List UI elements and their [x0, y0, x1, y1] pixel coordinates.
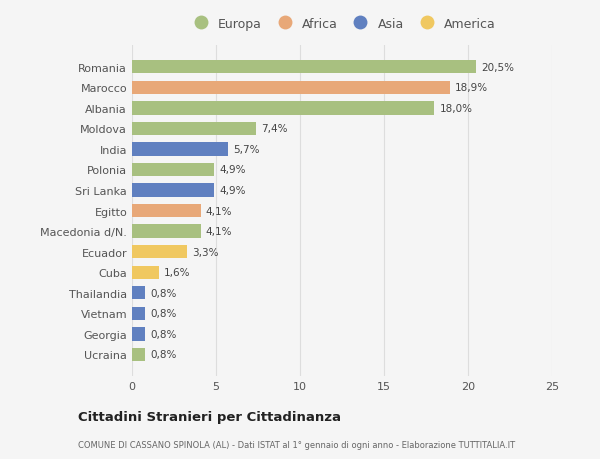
Bar [132, 184, 214, 197]
Bar [132, 163, 214, 177]
Legend: Europa, Africa, Asia, America: Europa, Africa, Asia, America [183, 12, 501, 35]
Text: Cittadini Stranieri per Cittadinanza: Cittadini Stranieri per Cittadinanza [78, 410, 341, 423]
Bar [132, 286, 145, 300]
Text: 18,9%: 18,9% [455, 83, 488, 93]
Bar [132, 102, 434, 115]
Bar [132, 246, 187, 259]
Text: 3,3%: 3,3% [193, 247, 219, 257]
Bar [132, 61, 476, 74]
Bar [132, 204, 201, 218]
Text: 0,8%: 0,8% [151, 309, 177, 319]
Text: 4,1%: 4,1% [206, 227, 232, 237]
Bar [132, 225, 201, 238]
Bar [132, 328, 145, 341]
Text: 0,8%: 0,8% [151, 329, 177, 339]
Text: 5,7%: 5,7% [233, 145, 259, 155]
Text: 0,8%: 0,8% [151, 288, 177, 298]
Bar [132, 81, 449, 95]
Bar [132, 123, 256, 136]
Text: 4,9%: 4,9% [220, 185, 246, 196]
Text: 0,8%: 0,8% [151, 350, 177, 360]
Text: 4,9%: 4,9% [220, 165, 246, 175]
Text: 18,0%: 18,0% [439, 104, 472, 113]
Bar [132, 143, 228, 156]
Text: 1,6%: 1,6% [164, 268, 190, 278]
Text: 4,1%: 4,1% [206, 206, 232, 216]
Bar [132, 307, 145, 320]
Bar [132, 266, 159, 280]
Text: 7,4%: 7,4% [262, 124, 288, 134]
Text: COMUNE DI CASSANO SPINOLA (AL) - Dati ISTAT al 1° gennaio di ogni anno - Elabora: COMUNE DI CASSANO SPINOLA (AL) - Dati IS… [78, 441, 515, 449]
Text: 20,5%: 20,5% [481, 62, 514, 73]
Bar [132, 348, 145, 361]
